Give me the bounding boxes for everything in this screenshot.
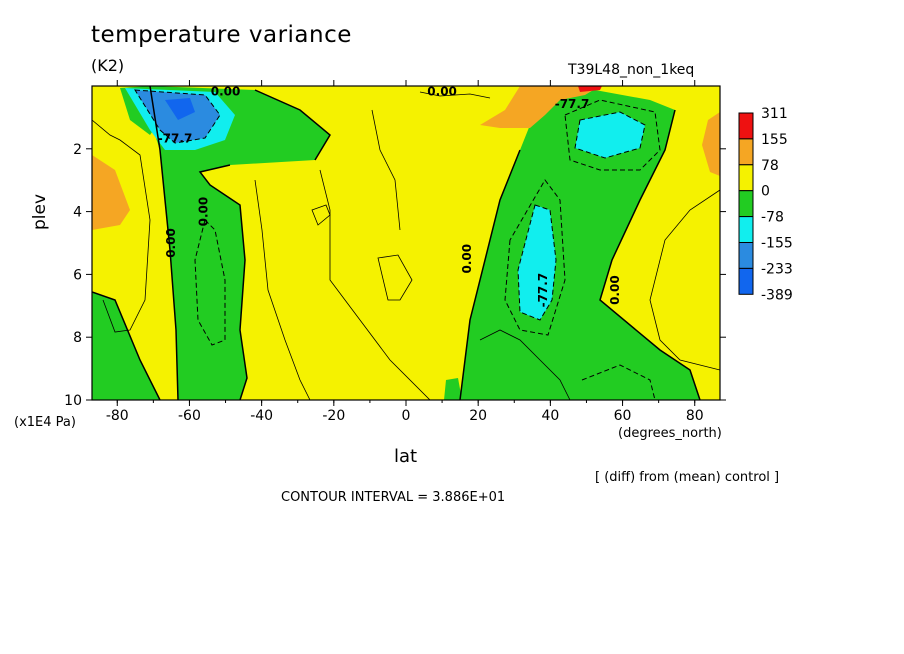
x-axis-label: lat <box>394 446 418 467</box>
x-tick-label: 0 <box>402 408 411 424</box>
x-tick-label: 40 <box>541 408 559 424</box>
negative-contours <box>134 89 661 400</box>
colorbar-swatch <box>738 164 754 192</box>
colorbar-swatch <box>738 242 754 269</box>
region-neg-equatorial <box>444 378 462 400</box>
colorbar-swatch <box>738 267 754 295</box>
y-tick-label: 2 <box>73 142 82 158</box>
contour-label: 0.00 <box>196 197 210 227</box>
x-axis-unit: (degrees_north) <box>618 426 722 441</box>
y-axis: 2 4 6 8 10 <box>64 142 726 409</box>
colorbar-label: -155 <box>761 236 793 252</box>
colorbar-swatch <box>738 112 754 140</box>
chart-units: (K2) <box>91 56 125 75</box>
region-neg4-upper-south <box>165 98 195 120</box>
colorbar-swatch <box>738 216 754 244</box>
region-pos-southern-flank <box>92 155 130 230</box>
region-neg2-northern-core <box>518 205 556 320</box>
contour-interval: CONTOUR INTERVAL = 3.886E+01 <box>281 490 506 505</box>
x-tick-label: -80 <box>106 408 129 424</box>
colorbar-label: 155 <box>761 132 788 148</box>
y-tick-label: 10 <box>64 393 82 409</box>
colorbar-label: 311 <box>761 106 788 122</box>
x-tick-label: -20 <box>322 408 345 424</box>
contour-label: -77.7 <box>555 97 590 111</box>
contour-label: 0.00 <box>608 275 622 305</box>
colorbar-swatch <box>738 138 754 166</box>
x-axis: -80 -60 -40 -20 0 20 40 60 80 <box>106 80 704 424</box>
comparison-note: [ (diff) from (mean) control ] <box>595 470 780 485</box>
x-tick-label: 60 <box>614 408 632 424</box>
colorbar-swatch <box>738 190 754 218</box>
colorbar-label: -78 <box>761 210 784 226</box>
region-pos-northern-flank <box>702 112 720 176</box>
x-tick-label: 20 <box>469 408 487 424</box>
chart-title: temperature variance <box>91 22 352 48</box>
y-axis-unit: (x1E4 Pa) <box>14 415 76 430</box>
x-tick-label: -40 <box>250 408 273 424</box>
x-tick-label: -60 <box>178 408 201 424</box>
contour-label: 0.00 <box>427 84 457 98</box>
region-neg-southern-edge <box>92 292 160 400</box>
region-neg-southern-band <box>150 86 330 400</box>
y-tick-label: 4 <box>73 205 82 221</box>
region-neg-northern-band <box>460 90 700 400</box>
contour-label: -77.7 <box>536 273 550 308</box>
contour-label: 0.00 <box>164 228 178 258</box>
colorbar-label: 78 <box>761 158 779 174</box>
region-pos-northern-top <box>480 86 600 128</box>
colorbar-label: -389 <box>761 287 793 303</box>
zero-contours <box>92 86 701 400</box>
run-name: T39L48_non_1keq <box>568 62 695 78</box>
region-neg2-upper-north <box>575 112 645 158</box>
y-tick-label: 8 <box>73 330 82 346</box>
x-tick-label: 80 <box>686 408 704 424</box>
region-pos3-northern-top <box>578 86 602 92</box>
contour-label: 0.00 <box>211 84 241 98</box>
colorbar-label: 0 <box>761 184 770 200</box>
contour-lines <box>92 91 720 400</box>
colorbar-label: -233 <box>761 261 793 277</box>
y-axis-label: plev <box>30 193 50 230</box>
contour-labels: 0.00 0.00 -77.7 -77.7 0.00 0.00 0.00 -77.7 0.00 <box>158 84 622 307</box>
y-tick-label: 6 <box>73 267 82 283</box>
contour-label: 0.00 <box>460 244 474 274</box>
contour-field <box>92 86 720 400</box>
colorbar: 311 155 78 0 -78 -155 -233 -389 <box>738 106 793 303</box>
contour-label: -77.7 <box>158 132 193 146</box>
